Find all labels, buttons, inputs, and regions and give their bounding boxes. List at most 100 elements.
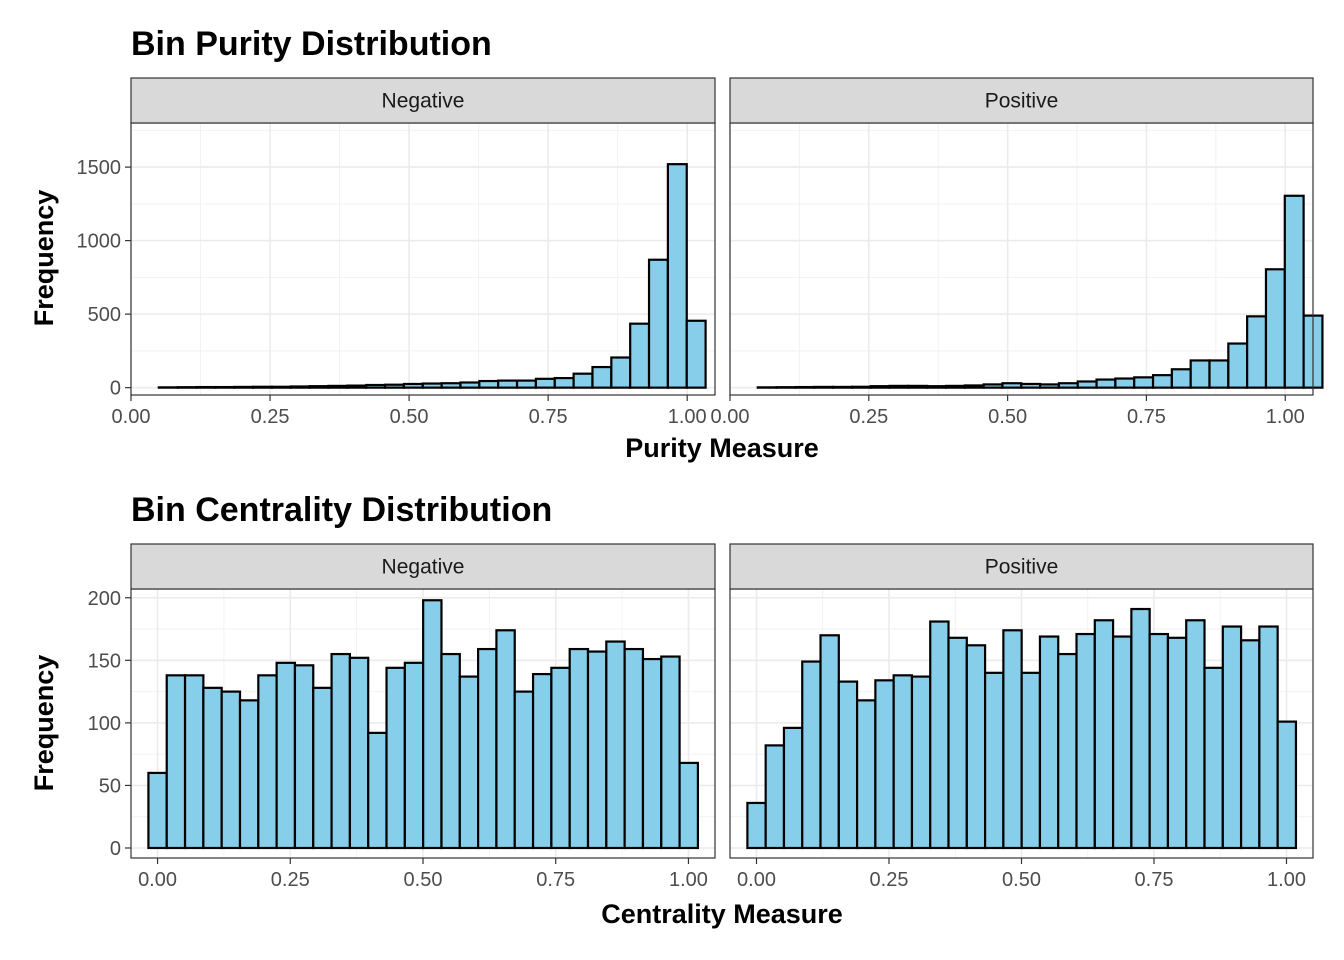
facet-panel-purity-negative: Negative 0.00 0.25 0.50 0.75 1.00 0 500 1000 15… <box>77 77 716 428</box>
histogram-bar <box>983 671 1005 850</box>
histogram-bar <box>367 731 388 850</box>
histogram-bar <box>312 686 333 850</box>
histogram-bar <box>308 385 330 389</box>
histogram-bar <box>888 384 910 389</box>
histogram-bar <box>1264 268 1286 389</box>
facet-panel-purity-positive: Positive 0.00 0.25 0.50 0.75 1.00 <box>711 77 1324 428</box>
histogram-bar <box>251 385 274 389</box>
histogram-bar <box>660 655 681 850</box>
x-tick-label: 0.25 <box>251 406 290 428</box>
histogram-bar <box>497 379 519 389</box>
chart-title-purity: Bin Purity Distribution <box>131 25 492 63</box>
x-tick-label: 0.25 <box>271 869 310 891</box>
histogram-bar <box>1221 625 1243 850</box>
histogram-bar <box>402 382 424 389</box>
histogram-bar <box>1038 635 1060 850</box>
histogram-bar <box>1170 368 1192 389</box>
histogram-bar <box>1093 619 1115 850</box>
histogram-bar <box>534 377 556 389</box>
x-axis-title-centrality: Centrality Measure <box>601 899 843 929</box>
x-axis-ticks: 0.00 0.25 0.50 0.75 1.00 <box>737 858 1306 891</box>
histogram-bar <box>147 771 168 850</box>
histogram-bar <box>1130 607 1151 850</box>
histogram-bar <box>257 674 278 850</box>
histogram-bar <box>1111 635 1133 850</box>
histogram-bar <box>515 379 538 389</box>
histogram-bar <box>1133 376 1155 389</box>
histogram-bar <box>629 322 651 389</box>
histogram-bar <box>685 319 707 389</box>
histogram-bar <box>1057 652 1078 850</box>
y-axis-title-centrality: Frequency <box>29 655 59 792</box>
histogram-bar <box>513 690 535 850</box>
histogram-bar <box>947 636 968 850</box>
histogram-bar <box>195 385 217 389</box>
histogram-bar <box>421 382 443 389</box>
histogram-bar <box>1239 639 1261 850</box>
histogram-bar <box>214 385 236 389</box>
x-tick-label: 0.00 <box>711 406 750 428</box>
histogram-bar <box>929 620 950 850</box>
histogram-bar <box>440 382 462 389</box>
histogram-bar <box>837 680 859 850</box>
histogram-bar <box>813 385 835 389</box>
histogram-bar <box>275 661 297 850</box>
x-axis-ticks: 0.00 0.25 0.50 0.75 1.00 <box>138 858 708 891</box>
histogram-bar <box>165 674 187 850</box>
histogram-bar <box>1151 374 1173 389</box>
x-tick-label: 0.50 <box>988 406 1027 428</box>
histogram-bars <box>147 599 700 850</box>
histogram-bar <box>348 656 370 850</box>
histogram-bar <box>874 679 895 850</box>
facet-strip: Negative <box>130 77 716 124</box>
histogram-bar <box>293 664 315 850</box>
histogram-bar <box>553 376 575 389</box>
histogram-bar <box>330 652 351 850</box>
histogram-bar <box>647 258 669 389</box>
histogram-bar <box>1283 194 1305 389</box>
histogram-bar <box>422 599 443 850</box>
x-tick-label: 0.75 <box>1135 869 1174 891</box>
histogram-bar <box>1208 359 1230 389</box>
x-tick-label: 1.00 <box>668 406 707 428</box>
facet-strip-label: Positive <box>985 556 1059 579</box>
x-tick-label: 0.00 <box>112 406 151 428</box>
histogram-bar <box>403 661 425 850</box>
histogram-bars <box>746 607 1298 850</box>
histogram-bar <box>831 385 853 389</box>
histogram-bar <box>1020 671 1042 850</box>
histogram-bar <box>586 650 608 850</box>
y-axis-ticks: 0 500 1000 1500 <box>77 157 131 400</box>
histogram-bar <box>478 379 500 389</box>
histogram-bar <box>531 672 553 850</box>
histogram-bar <box>801 660 822 850</box>
histogram-bar <box>782 726 804 850</box>
facet-strip: Positive <box>729 77 1314 124</box>
histogram-bar <box>202 686 223 850</box>
histogram-bar <box>550 666 571 850</box>
histogram-bar <box>1075 632 1096 850</box>
x-tick-label: 0.75 <box>1127 406 1166 428</box>
histogram-bar <box>365 383 387 389</box>
facet-strip-label: Positive <box>985 90 1059 113</box>
y-tick-label: 150 <box>88 650 121 672</box>
facet-strip-label: Negative <box>382 90 465 113</box>
histogram-bar <box>477 647 498 850</box>
histogram-bar <box>1185 619 1206 850</box>
histogram-bar <box>1076 380 1098 389</box>
histogram-bar <box>327 384 349 389</box>
histogram-bar <box>289 385 311 389</box>
histogram-bar <box>346 384 368 389</box>
histogram-bar <box>1002 629 1023 850</box>
histogram-bar <box>1114 377 1136 389</box>
x-tick-label: 0.75 <box>536 869 575 891</box>
histogram-bar <box>440 652 461 850</box>
x-tick-label: 0.50 <box>1002 869 1041 891</box>
histogram-bar <box>572 372 594 389</box>
histogram-bar <box>458 675 480 850</box>
histogram-bar <box>383 383 406 389</box>
histogram-bar <box>1039 383 1061 389</box>
histogram-bar <box>963 384 985 389</box>
histogram-bar <box>183 674 205 850</box>
